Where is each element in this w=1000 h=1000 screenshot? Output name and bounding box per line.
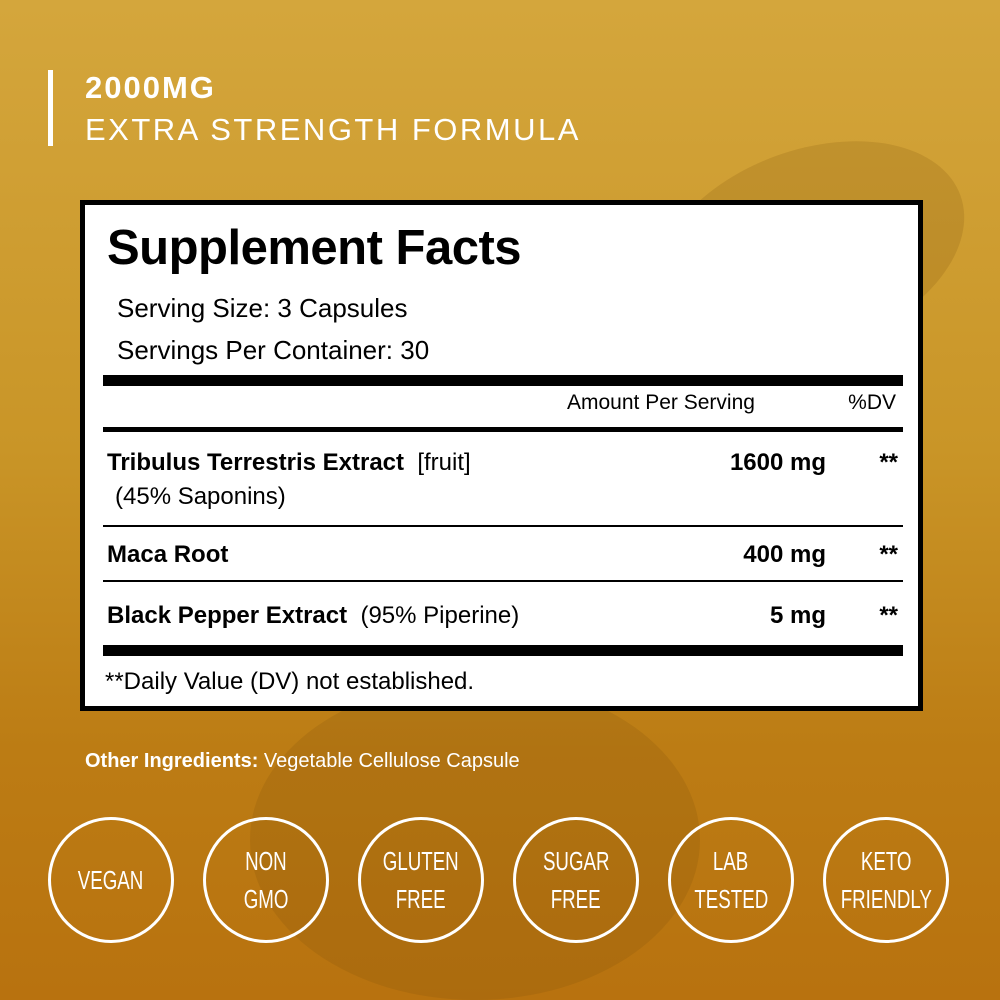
background-fruit bbox=[250, 680, 700, 1000]
badge-gluten-free: GLUTEN FREE bbox=[358, 817, 484, 943]
divider bbox=[103, 525, 903, 527]
badge-text: GLUTEN bbox=[383, 846, 459, 876]
facts-row: Maca Root 400 mg ** bbox=[107, 541, 898, 569]
badge-keto-friendly: KETO FRIENDLY bbox=[823, 817, 949, 943]
badge-text: KETO bbox=[860, 846, 912, 876]
badge-text: NON bbox=[245, 846, 287, 876]
ingredient-amount: 1600 mg bbox=[729, 449, 826, 476]
dose-heading: 2000MG bbox=[85, 70, 216, 105]
ingredient-name: Black Pepper Extract bbox=[107, 602, 348, 629]
ingredient-name: Maca Root bbox=[107, 541, 229, 568]
badge-text: FRIENDLY bbox=[840, 884, 932, 914]
badge-text: LAB bbox=[713, 846, 749, 876]
divider bbox=[103, 427, 903, 432]
ingredient-amount: 5 mg bbox=[769, 602, 826, 629]
ingredient-sub: (45% Saponins) bbox=[115, 483, 286, 510]
tagline: EXTRA STRENGTH FORMULA bbox=[85, 112, 581, 147]
badge-sugar-free: SUGAR FREE bbox=[513, 817, 639, 943]
col-dv: %DV bbox=[848, 391, 896, 414]
supplement-facts-panel: Supplement Facts Serving Size: 3 Capsule… bbox=[80, 200, 923, 711]
ingredient-dv: ** bbox=[879, 602, 898, 629]
badge-text: SUGAR bbox=[542, 846, 610, 876]
facts-title: Supplement Facts bbox=[107, 221, 522, 275]
divider bbox=[103, 580, 903, 582]
badge-text: FREE bbox=[396, 884, 446, 914]
facts-row: Black Pepper Extract (95% Piperine) 5 mg… bbox=[107, 602, 898, 630]
other-ingredients-label: Other Ingredients: bbox=[85, 750, 259, 772]
badge-text: TESTED bbox=[694, 884, 768, 914]
col-amount: Amount Per Serving bbox=[567, 391, 755, 414]
badge-non-gmo: NON GMO bbox=[203, 817, 329, 943]
ingredient-dv: ** bbox=[879, 541, 898, 568]
servings-per-container: Servings Per Container: 30 bbox=[117, 335, 430, 365]
serving-size: Serving Size: 3 Capsules bbox=[117, 293, 408, 323]
ingredient-amount: 400 mg bbox=[743, 541, 826, 568]
ingredient-note: [fruit] bbox=[417, 449, 471, 476]
divider-thick bbox=[103, 645, 903, 656]
badge-text: FREE bbox=[551, 884, 601, 914]
badge-vegan: VEGAN bbox=[48, 817, 174, 943]
badge-text: GMO bbox=[243, 884, 289, 914]
facts-row: Tribulus Terrestris Extract [fruit] (45%… bbox=[107, 449, 898, 511]
divider-thick bbox=[103, 375, 903, 386]
ingredient-dv: ** bbox=[879, 449, 898, 476]
other-ingredients: Other Ingredients: Vegetable Cellulose C… bbox=[85, 750, 520, 773]
badge-text: VEGAN bbox=[78, 865, 144, 895]
footnote: **Daily Value (DV) not established. bbox=[105, 668, 475, 695]
ingredient-note: (95% Piperine) bbox=[360, 602, 520, 629]
badge-lab-tested: LAB TESTED bbox=[668, 817, 794, 943]
ingredient-name: Tribulus Terrestris Extract bbox=[107, 449, 404, 476]
other-ingredients-value: Vegetable Cellulose Capsule bbox=[263, 750, 520, 772]
header-accent-bar bbox=[48, 70, 53, 146]
